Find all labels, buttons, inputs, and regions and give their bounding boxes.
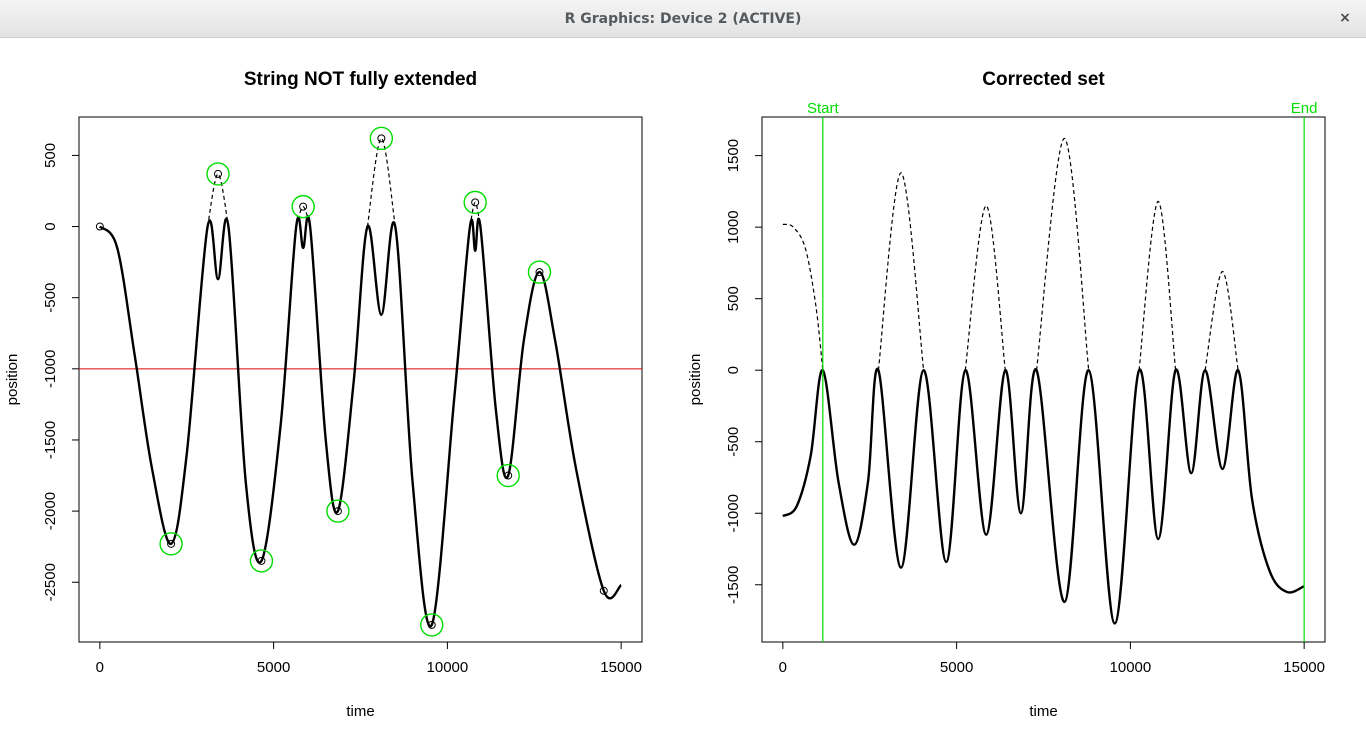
y-tick-label: -1000 bbox=[42, 350, 59, 388]
y-axis-label: position bbox=[687, 354, 704, 406]
window-titlebar[interactable]: R Graphics: Device 2 (ACTIVE) × bbox=[0, 0, 1366, 38]
extremum-point bbox=[214, 169, 223, 178]
series-dashed-line bbox=[1035, 137, 1090, 371]
y-tick-label: -2500 bbox=[42, 563, 59, 601]
extremum-point bbox=[95, 222, 104, 231]
y-tick-label: -500 bbox=[42, 283, 59, 313]
plot-frame bbox=[78, 116, 643, 643]
extremum-point bbox=[504, 471, 513, 480]
vline-label: End bbox=[1291, 100, 1318, 117]
x-tick-label: 5000 bbox=[940, 659, 973, 676]
x-axis-label: time bbox=[1029, 703, 1057, 720]
y-tick-label: -500 bbox=[725, 427, 742, 457]
series-dashed-line bbox=[469, 201, 481, 227]
series-dashed-line bbox=[877, 172, 925, 371]
x-tick-label: 0 bbox=[96, 659, 104, 676]
series-dashed-line bbox=[1138, 200, 1177, 371]
extremum-point bbox=[599, 586, 608, 595]
plot-svg: String NOT fully extended time position 0 50… bbox=[4, 69, 1326, 720]
extremum-point bbox=[471, 198, 480, 207]
series-dashed-line bbox=[1204, 270, 1239, 371]
extremum-point bbox=[427, 620, 436, 629]
x-tick-label: 10000 bbox=[1110, 659, 1152, 676]
highlighted-point bbox=[527, 260, 552, 284]
series-solid-line bbox=[98, 215, 623, 628]
series-dashed-line bbox=[207, 173, 230, 227]
series-dashed-line bbox=[366, 137, 396, 227]
window-title: R Graphics: Device 2 (ACTIVE) bbox=[564, 11, 802, 27]
chart-title: String NOT fully extended bbox=[244, 69, 477, 90]
series-dashed-line bbox=[782, 223, 824, 371]
x-tick-label: 5000 bbox=[257, 659, 290, 676]
y-tick-label: 500 bbox=[42, 143, 59, 168]
highlighted-point bbox=[206, 162, 230, 186]
x-tick-label: 15000 bbox=[600, 659, 642, 676]
chart-title: Corrected set bbox=[982, 69, 1105, 90]
highlighted-point bbox=[159, 532, 183, 556]
y-axis-label: position bbox=[4, 354, 21, 406]
extremum-point bbox=[299, 202, 308, 211]
x-tick-label: 10000 bbox=[427, 659, 469, 676]
highlighted-point bbox=[291, 194, 315, 219]
y-tick-label: -1000 bbox=[725, 494, 742, 532]
vline-label: Start bbox=[807, 100, 840, 117]
extremum-point bbox=[333, 507, 342, 516]
extremum-point bbox=[167, 539, 176, 548]
series-dashed-line bbox=[964, 205, 1006, 371]
x-tick-label: 15000 bbox=[1283, 659, 1325, 676]
y-tick-label: -2000 bbox=[42, 492, 59, 530]
y-tick-label: -1500 bbox=[42, 421, 59, 459]
extremum-point bbox=[377, 134, 386, 143]
highlighted-point bbox=[420, 613, 444, 637]
y-tick-label: 0 bbox=[42, 222, 59, 230]
highlighted-point bbox=[496, 463, 520, 488]
highlighted-point bbox=[463, 190, 487, 215]
x-tick-label: 0 bbox=[779, 659, 787, 676]
highlighted-point bbox=[369, 126, 394, 151]
y-tick-label: 1500 bbox=[725, 139, 742, 172]
close-icon[interactable]: × bbox=[1339, 10, 1351, 26]
plot-canvas: String NOT fully extended time position 0 50… bbox=[0, 38, 1366, 741]
series-solid-line bbox=[782, 367, 1305, 625]
y-tick-label: 1000 bbox=[725, 210, 742, 243]
y-tick-label: 500 bbox=[725, 286, 742, 311]
extremum-point bbox=[257, 556, 266, 565]
series-dashed-line bbox=[295, 206, 311, 227]
highlighted-point bbox=[249, 549, 274, 573]
y-tick-label: 0 bbox=[725, 366, 742, 374]
chart-panel-1: String NOT fully extended time position 0 50… bbox=[4, 69, 643, 720]
y-tick-label: -1500 bbox=[725, 566, 742, 604]
highlighted-point bbox=[326, 499, 350, 523]
x-axis-label: time bbox=[346, 703, 374, 720]
extremum-point bbox=[535, 268, 544, 277]
